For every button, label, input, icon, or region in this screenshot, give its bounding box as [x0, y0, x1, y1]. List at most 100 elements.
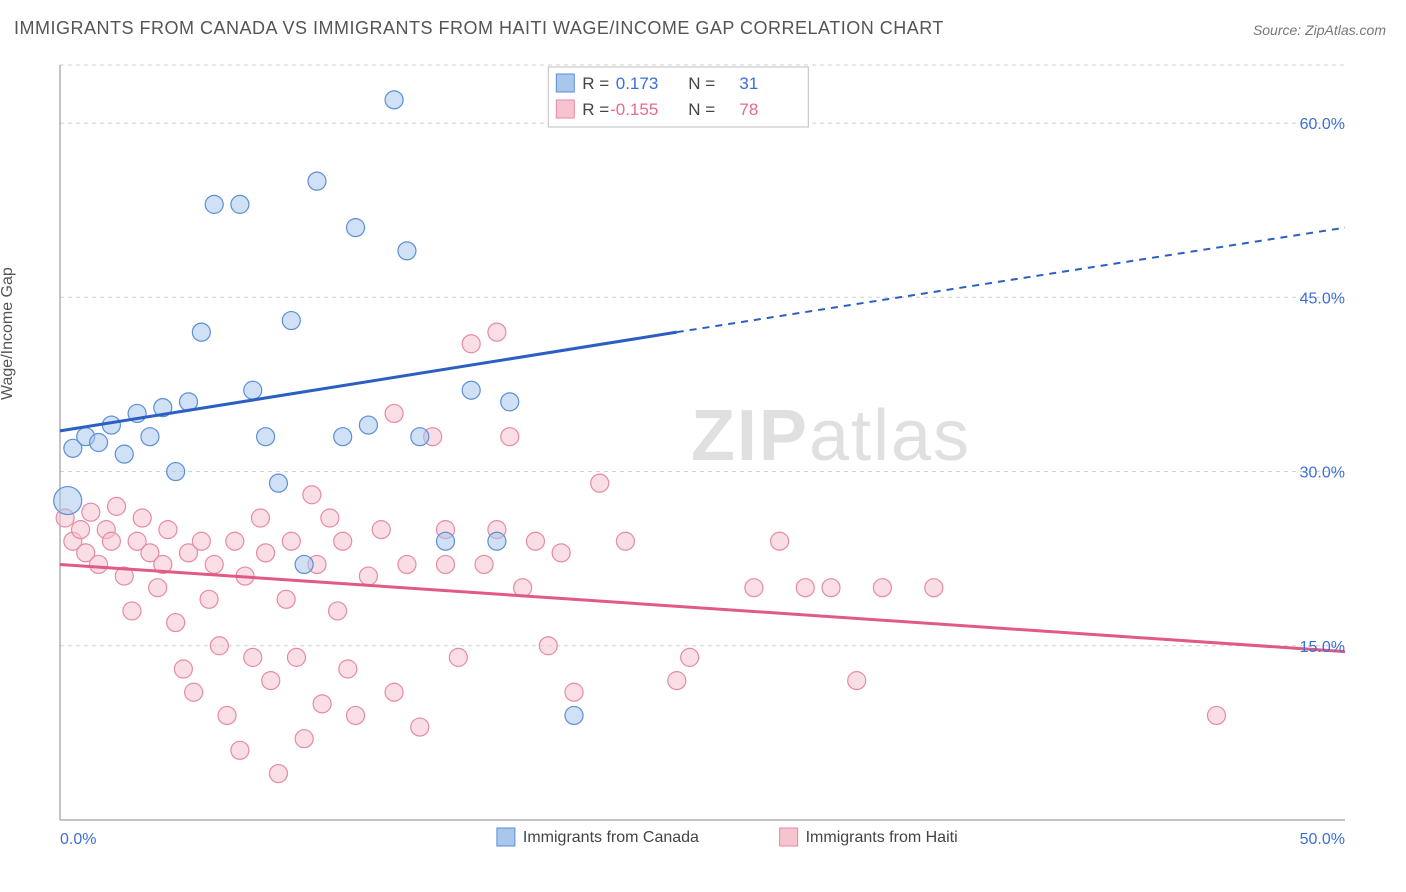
canada-point [167, 463, 185, 481]
haiti-point [501, 428, 519, 446]
haiti-point [167, 614, 185, 632]
canada-point [334, 428, 352, 446]
svg-text:R =: R = [582, 74, 609, 93]
haiti-point [72, 521, 90, 539]
haiti-point [339, 660, 357, 678]
haiti-point [398, 555, 416, 573]
haiti-point [372, 521, 390, 539]
haiti-point [681, 648, 699, 666]
svg-text:N =: N = [688, 100, 715, 119]
svg-text:0.0%: 0.0% [60, 831, 96, 848]
haiti-point [329, 602, 347, 620]
canada-point [411, 428, 429, 446]
canada-point [54, 487, 82, 515]
haiti-point [282, 532, 300, 550]
canada-point [115, 445, 133, 463]
legend-series: Immigrants from Canada Immigrants from Ha… [497, 828, 958, 846]
haiti-point [159, 521, 177, 539]
canada-point [282, 312, 300, 330]
haiti-point [174, 660, 192, 678]
haiti-point [90, 555, 108, 573]
haiti-point [149, 579, 167, 597]
haiti-point [771, 532, 789, 550]
canada-point [141, 428, 159, 446]
haiti-point [133, 509, 151, 527]
haiti-point [185, 683, 203, 701]
haiti-point [226, 532, 244, 550]
y-tick: 45.0% [1300, 290, 1345, 307]
canada-point [192, 323, 210, 341]
x-tick: 50.0% [1300, 831, 1345, 848]
haiti-point [488, 323, 506, 341]
haiti-point [1208, 706, 1226, 724]
canada-point [205, 195, 223, 213]
haiti-point [552, 544, 570, 562]
svg-text:-0.155: -0.155 [610, 100, 658, 119]
haiti-point [591, 474, 609, 492]
svg-text:15.0%: 15.0% [1300, 639, 1345, 656]
canada-point [295, 555, 313, 573]
haiti-point [437, 555, 455, 573]
canada-point [359, 416, 377, 434]
canada-point [437, 532, 455, 550]
haiti-point [277, 590, 295, 608]
scatter-chart: ZIPatlas 15.0% 30.0% 45.0% 60.0% 0.0% 50.0% R =… [50, 50, 1355, 850]
haiti-point [123, 602, 141, 620]
svg-text:50.0%: 50.0% [1300, 831, 1345, 848]
canada-point [488, 532, 506, 550]
haiti-point [231, 741, 249, 759]
haiti-point [526, 532, 544, 550]
haiti-point [385, 683, 403, 701]
haiti-point [218, 706, 236, 724]
haiti-point [192, 532, 210, 550]
svg-text:31: 31 [739, 74, 758, 93]
svg-text:30.0%: 30.0% [1300, 465, 1345, 482]
haiti-trendline [60, 564, 1345, 651]
haiti-point [873, 579, 891, 597]
haiti-point [244, 648, 262, 666]
svg-text:0.173: 0.173 [616, 74, 659, 93]
haiti-point [287, 648, 305, 666]
haiti-point [668, 672, 686, 690]
haiti-point [82, 503, 100, 521]
haiti-point [411, 718, 429, 736]
haiti-point [205, 555, 223, 573]
haiti-point [251, 509, 269, 527]
haiti-point [303, 486, 321, 504]
haiti-point [848, 672, 866, 690]
haiti-point [295, 730, 313, 748]
canada-point [90, 434, 108, 452]
haiti-point [796, 579, 814, 597]
haiti-point [313, 695, 331, 713]
haiti-point [102, 532, 120, 550]
canada-point [347, 219, 365, 237]
svg-text:60.0%: 60.0% [1300, 116, 1345, 133]
y-axis-label: Wage/Income Gap [0, 267, 17, 400]
chart-source: Source: ZipAtlas.com [1253, 22, 1386, 38]
canada-point [462, 381, 480, 399]
canada-point [231, 195, 249, 213]
haiti-point [925, 579, 943, 597]
haiti-point [745, 579, 763, 597]
haiti-point [200, 590, 218, 608]
svg-text:Immigrants from Canada: Immigrants from Canada [523, 829, 699, 846]
haiti-point [359, 567, 377, 585]
haiti-point [210, 637, 228, 655]
canada-point [398, 242, 416, 260]
haiti-point [257, 544, 275, 562]
canada-point [501, 393, 519, 411]
canada-point [385, 91, 403, 109]
haiti-point [822, 579, 840, 597]
svg-text:45.0%: 45.0% [1300, 290, 1345, 307]
watermark: ZIPatlas [691, 396, 971, 476]
svg-text:N =: N = [688, 74, 715, 93]
svg-text:Immigrants from Haiti: Immigrants from Haiti [806, 829, 958, 846]
canada-point [244, 381, 262, 399]
svg-text:R =: R = [582, 100, 609, 119]
canada-trendline-ext [677, 228, 1345, 333]
y-tick: 60.0% [1300, 116, 1345, 133]
haiti-point [475, 555, 493, 573]
haiti-point [108, 497, 126, 515]
legend-stats: R =0.173N =31R =-0.155N =78 [548, 67, 808, 127]
haiti-point [449, 648, 467, 666]
